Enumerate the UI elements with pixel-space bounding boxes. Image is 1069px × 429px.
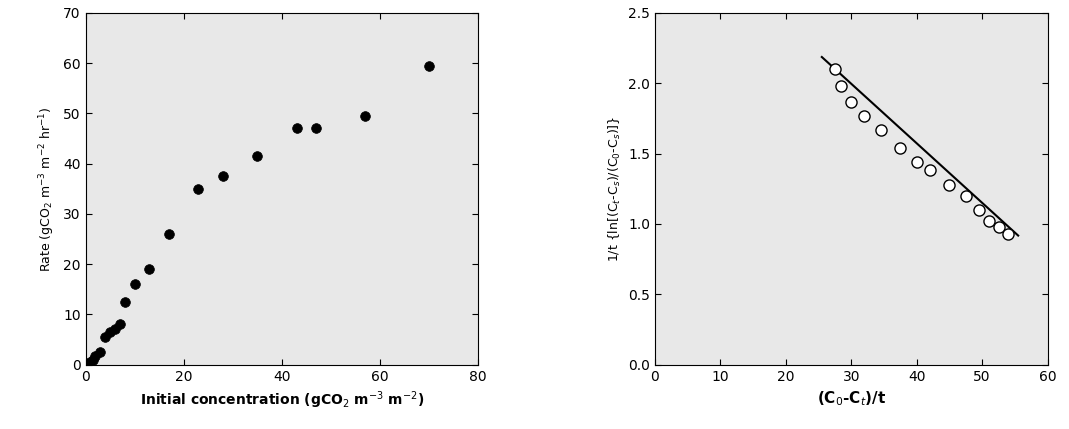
X-axis label: Initial concentration (gCO$_2$ m$^{-3}$ m$^{-2}$): Initial concentration (gCO$_2$ m$^{-3}$ … [140,389,424,411]
X-axis label: (C$_0$-C$_t$)/t: (C$_0$-C$_t$)/t [817,389,886,408]
Y-axis label: Rate (gCO$_2$ m$^{-3}$ m$^{-2}$ hr$^{-1}$): Rate (gCO$_2$ m$^{-3}$ m$^{-2}$ hr$^{-1}… [37,106,58,272]
Y-axis label: 1/t {ln[(C$_t$-C$_s$)/(C$_0$-C$_s$)]}: 1/t {ln[(C$_t$-C$_s$)/(C$_0$-C$_s$)]} [606,116,622,262]
